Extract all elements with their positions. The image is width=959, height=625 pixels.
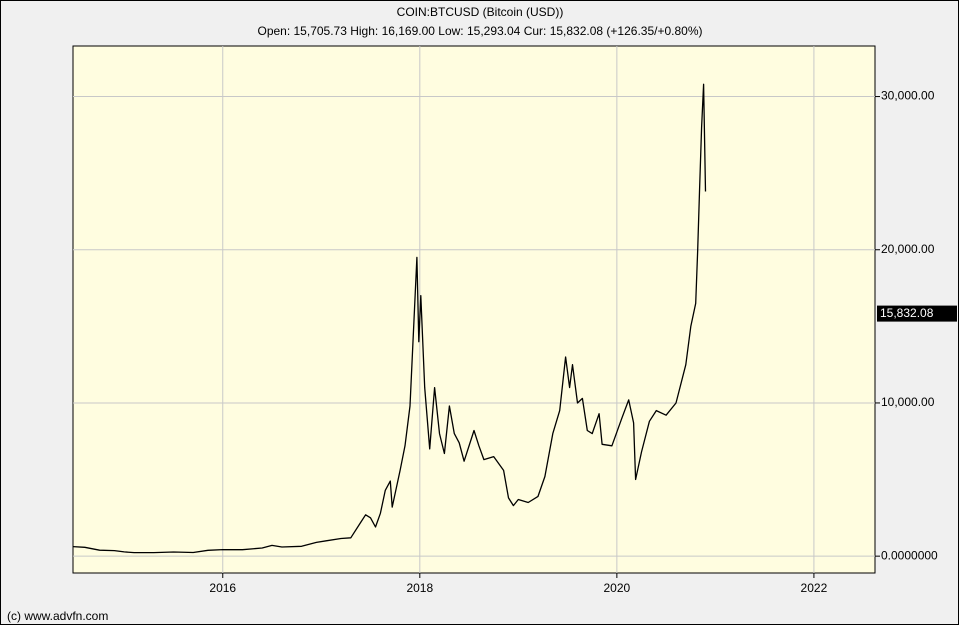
footer: (c) www.advfn.com <box>7 609 108 623</box>
y-tick-label: 10,000.00 <box>881 395 935 409</box>
price-line <box>72 83 707 554</box>
y-tick-label: 30,000.00 <box>881 89 935 103</box>
chart-title: COIN:BTCUSD (Bitcoin (USD)) <box>397 5 564 19</box>
chart-subtitle: Open: 15,705.73 High: 16,169.00 Low: 15,… <box>257 24 702 38</box>
x-tick-label: 2016 <box>209 581 236 595</box>
y-tick-label: 20,000.00 <box>881 242 935 256</box>
y-tick-label: 0.0000000 <box>881 548 938 562</box>
current-price-box <box>877 305 957 322</box>
x-tick-label: 2022 <box>801 581 828 595</box>
x-tick-label: 2018 <box>406 581 433 595</box>
plot-area <box>72 45 876 574</box>
current-price-label: 15,832.08 <box>880 306 934 320</box>
x-tick-label: 2020 <box>604 581 631 595</box>
